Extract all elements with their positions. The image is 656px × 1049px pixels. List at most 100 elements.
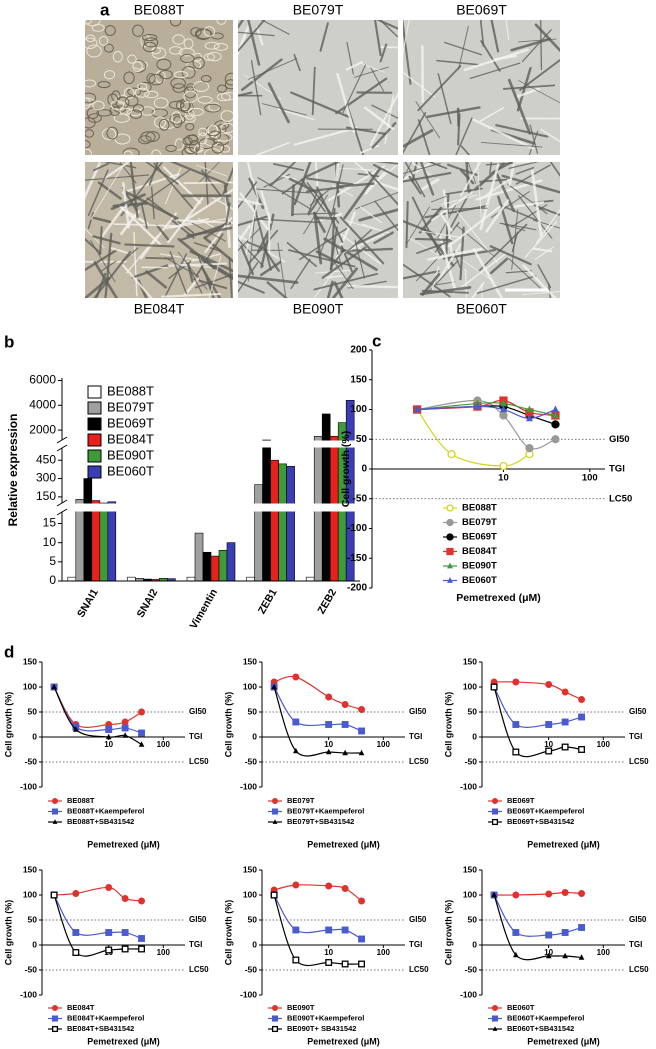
cell (197, 162, 220, 184)
data-point (341, 960, 349, 968)
cell (170, 77, 186, 89)
cell (534, 246, 554, 260)
cell (499, 222, 537, 231)
cell (248, 58, 298, 80)
cell (290, 258, 311, 290)
y-tick-label: 50 (468, 914, 478, 924)
data-point (545, 747, 553, 755)
cell (92, 235, 121, 245)
cell (437, 73, 452, 125)
cell (145, 256, 173, 260)
cell (169, 20, 182, 27)
cell (193, 144, 204, 153)
data-point (525, 444, 534, 453)
data-point (138, 945, 146, 953)
panel-label: d (4, 642, 14, 661)
cell (286, 242, 318, 267)
cell (87, 113, 102, 123)
cell (290, 91, 351, 119)
cell (403, 171, 452, 183)
cell (495, 172, 516, 213)
cell (145, 131, 160, 142)
cell (507, 78, 532, 135)
reference-label: GI50 (189, 915, 207, 924)
cell (419, 230, 467, 239)
reference-label: LC50 (409, 757, 429, 766)
y-tick-label: -50 (353, 493, 368, 504)
data-point (292, 881, 300, 889)
cell (238, 224, 251, 245)
cell (123, 71, 135, 85)
cell (188, 107, 204, 116)
data-point (545, 721, 553, 728)
cells (238, 162, 398, 298)
legend-swatch (87, 417, 102, 431)
cell (193, 242, 222, 252)
y-tick-label: 50 (468, 706, 478, 716)
y-tick-label: 150 (23, 656, 37, 666)
y-tick-label: -100 (20, 781, 37, 791)
cell (112, 50, 123, 63)
cell (153, 97, 169, 109)
y-tick-label: 50 (28, 914, 38, 924)
cell (403, 111, 427, 155)
y-tick-label: -50 (465, 964, 478, 974)
data-point (545, 952, 552, 959)
data-point (512, 721, 520, 728)
cell (172, 83, 186, 93)
image-label: BE084T (134, 301, 185, 317)
cell (246, 162, 253, 181)
cell (336, 72, 356, 134)
legend-label: BE084T+SB431542 (67, 1024, 134, 1033)
legend-marker (271, 797, 279, 805)
cell (198, 127, 208, 137)
cell (508, 162, 539, 170)
cells (403, 20, 560, 155)
cell (85, 20, 92, 25)
cell (127, 54, 137, 64)
legend-label: BE060T (462, 575, 497, 586)
legend-label: BE069T (107, 415, 154, 430)
cell (516, 66, 532, 112)
y-tick-label: -50 (245, 964, 258, 974)
cell (228, 257, 233, 298)
data-point (72, 929, 80, 936)
data-point (358, 897, 366, 905)
y-tick-label: 150 (463, 656, 477, 666)
cell (319, 22, 329, 52)
cell (195, 233, 224, 277)
data-point (499, 405, 507, 413)
cell (419, 286, 472, 296)
cell (238, 261, 259, 294)
data-point (138, 897, 146, 905)
y-tick-label: 100 (463, 681, 477, 691)
cell (244, 198, 259, 259)
cell (127, 87, 142, 96)
data-point (561, 718, 569, 726)
legend-marker (491, 797, 499, 805)
cell (184, 188, 233, 222)
cell (479, 106, 505, 122)
data-point (121, 724, 129, 732)
bar (254, 484, 263, 582)
cell (535, 208, 560, 244)
cell (238, 181, 258, 209)
y-tick-label: 150 (23, 864, 37, 874)
cell (143, 37, 159, 48)
bar (246, 576, 255, 582)
data-point (105, 884, 113, 891)
data-point (578, 713, 586, 721)
cell (85, 129, 95, 138)
cell (183, 38, 194, 50)
x-tick-label: SNAI1 (75, 587, 101, 620)
y-tick-label: -200 (347, 583, 367, 594)
cell (467, 162, 477, 184)
cell (335, 233, 385, 258)
cell (439, 212, 453, 232)
y-tick-label: -100 (240, 989, 257, 999)
cell (480, 40, 501, 72)
image-label: BE069T (456, 2, 507, 18)
data-point (292, 926, 300, 934)
cell (421, 272, 441, 296)
data-point (72, 890, 80, 897)
